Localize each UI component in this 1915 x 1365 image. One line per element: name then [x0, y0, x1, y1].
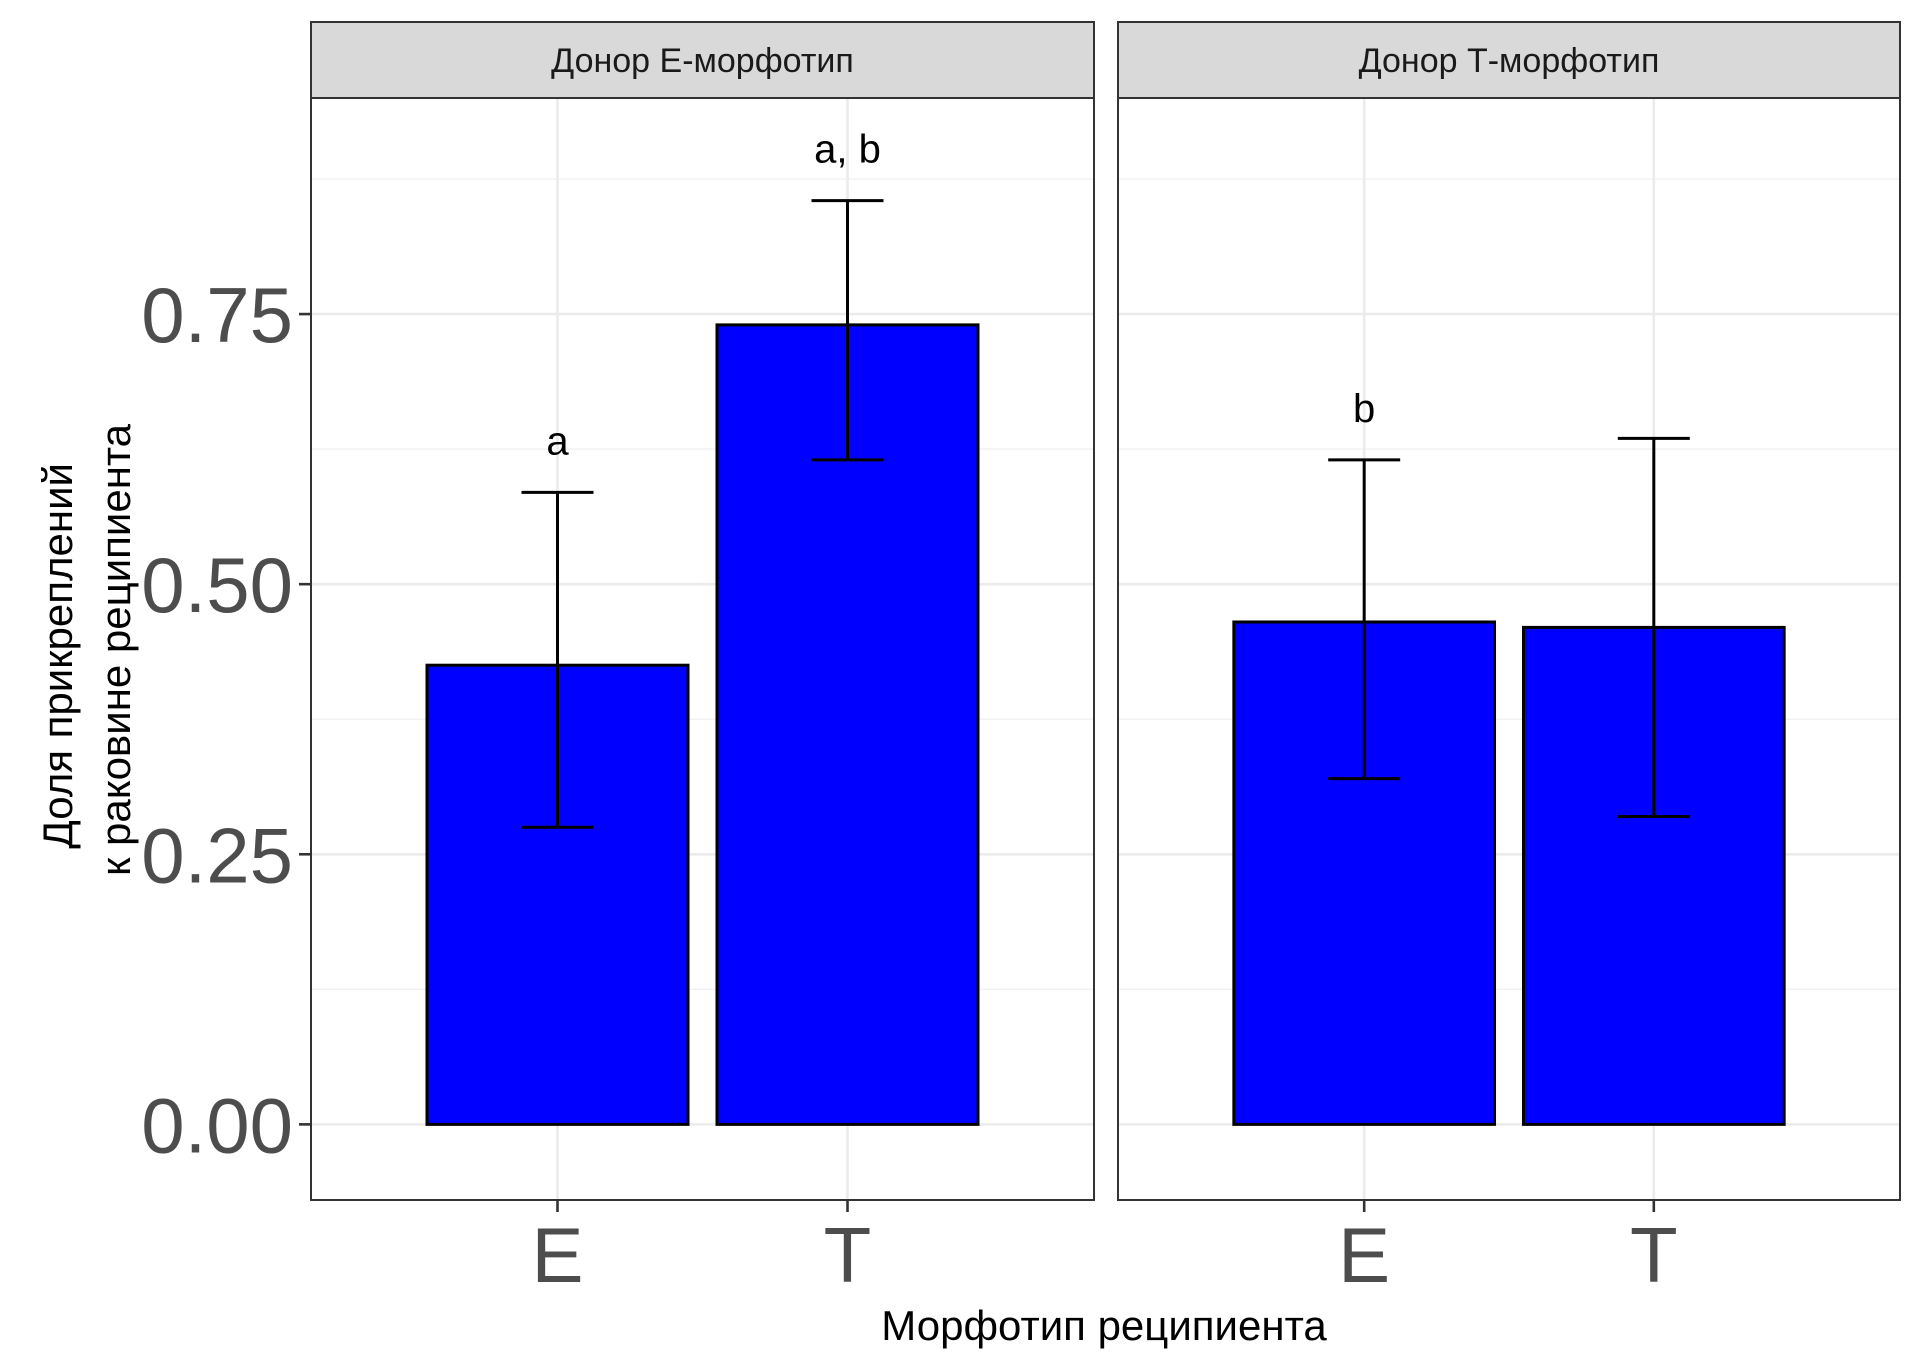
- y-axis-title-line-1: Доля прикреплений: [34, 463, 81, 849]
- y-tick-label: 0.50: [141, 541, 293, 629]
- x-tick-label: T: [1630, 1211, 1678, 1299]
- x-tick-label: E: [531, 1211, 583, 1299]
- significance-label: a: [546, 419, 569, 463]
- y-tick-label: 0.25: [141, 811, 293, 899]
- panel-1: Донор Е-морфотип a Ea, b T: [310, 21, 1095, 1299]
- x-tick-label: T: [824, 1211, 872, 1299]
- panels-layer: Донор Е-морфотип a Ea, b T Донор Т-морфотип b…: [310, 21, 1901, 1299]
- y-axis-title: Доля прикреплений к раковине реципиента: [34, 423, 139, 876]
- facet-strip: [310, 21, 1095, 99]
- panel-2: Донор Т-морфотип b E T: [1117, 21, 1901, 1299]
- y-tick-label: 0.00: [141, 1081, 293, 1169]
- significance-label: a, b: [814, 128, 881, 172]
- significance-label: b: [1353, 387, 1375, 431]
- y-axis-title-line-2: к раковине реципиента: [92, 423, 139, 876]
- x-tick-label: E: [1338, 1211, 1390, 1299]
- x-axis-title: Морфотип реципиента: [881, 1302, 1327, 1349]
- facet-strip-label: Донор Т-морфотип: [1359, 42, 1660, 80]
- facet-strip-label: Донор Е-морфотип: [551, 42, 854, 80]
- y-axis: 0.00 0.25 0.50 0.75: [141, 271, 311, 1169]
- facet-strip: [1117, 21, 1901, 99]
- y-tick-label: 0.75: [141, 271, 293, 359]
- bar-E: [425, 663, 690, 1126]
